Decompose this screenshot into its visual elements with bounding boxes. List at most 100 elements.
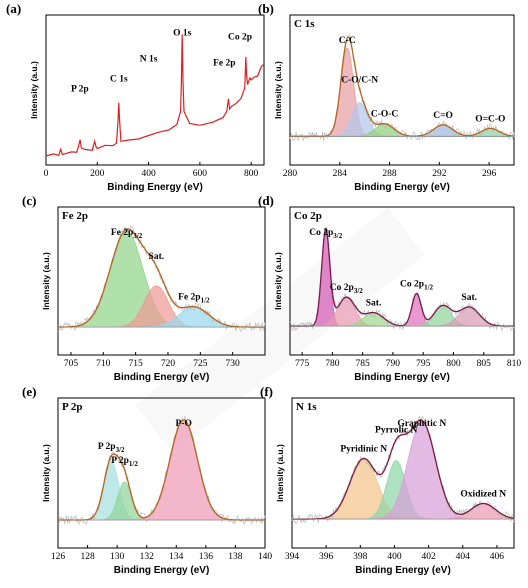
panel-letter: (d) (258, 193, 274, 208)
x-tick-label: 720 (161, 359, 176, 369)
x-tick-label: 402 (421, 552, 436, 562)
panel-title: Fe 2p (62, 210, 88, 222)
component-label: Sat. (366, 299, 382, 309)
component-label: C-O/C-N (341, 75, 378, 85)
component-label: Co 2p3/2 (330, 283, 363, 295)
component-label: O=C-O (475, 114, 505, 124)
plot-frame (57, 206, 266, 356)
y-axis-label: Intensity (a.u.) (273, 252, 283, 310)
component-label: P 2p1/2 (111, 456, 138, 468)
component-label: C=O (433, 111, 453, 121)
component-label: Graphitic N (397, 419, 446, 429)
component-label: Pyridinic N (340, 445, 387, 455)
x-tick-label: 292 (432, 169, 447, 179)
x-tick-label: 400 (387, 552, 402, 562)
x-tick-label: 725 (193, 359, 208, 369)
survey-spectrum-line (45, 34, 265, 157)
x-tick-label: 800 (244, 169, 259, 179)
y-axis-label: Intensity (a.u.) (41, 252, 51, 310)
component-label: Pyrrolic N (375, 426, 417, 436)
component-label: Sat. (149, 252, 165, 262)
x-tick-label: 800 (446, 359, 461, 369)
panel-letter: (f) (260, 384, 273, 399)
x-tick-label: 775 (295, 359, 310, 369)
peak-annotation: Fe 2p (213, 58, 235, 68)
x-tick-label: 132 (140, 552, 155, 562)
component-label: Co 2p3/2 (309, 228, 342, 240)
x-tick-label: 705 (64, 359, 79, 369)
x-tick-label: 296 (482, 169, 497, 179)
x-tick-label: 780 (325, 359, 340, 369)
x-tick-label: 710 (96, 359, 111, 369)
x-tick-label: 134 (169, 552, 184, 562)
component-label: Sat. (461, 293, 477, 303)
x-tick-label: 126 (51, 552, 66, 562)
component-label: C-O-C (371, 110, 399, 120)
peak-annotation: Co 2p (228, 32, 252, 42)
panel-letter: (a) (6, 1, 21, 16)
raw-data-line (57, 416, 266, 526)
component-label: Co 2p1/2 (400, 279, 433, 291)
panel-title: C 1s (294, 18, 315, 30)
x-tick-label: 400 (141, 169, 156, 179)
watermark-band (135, 207, 425, 453)
x-tick-label: 398 (353, 552, 368, 562)
x-tick-label: 136 (199, 552, 214, 562)
y-axis-label: Intensity (a.u.) (273, 61, 283, 119)
x-tick-label: 795 (416, 359, 431, 369)
x-tick-label: 396 (319, 552, 334, 562)
x-tick-label: 140 (258, 552, 273, 562)
x-axis-label: Binding Energy (eV) (114, 565, 210, 576)
envelope-line (58, 228, 265, 328)
plot-frame (57, 397, 266, 549)
panel-b: 280 284 288 292 296 Binding Energy (eV) Intens… (258, 1, 515, 193)
panel-f: 394 396 398 400 402 404 406 Binding Energy (eV)… (260, 384, 515, 576)
x-tick-label: 790 (386, 359, 401, 369)
x-tick-label: 406 (490, 552, 505, 562)
x-tick-label: 730 (226, 359, 241, 369)
plot-frame (291, 397, 515, 549)
panel-d: 775 780 785 790 795 800 805 810 Binding Energy (… (258, 193, 521, 383)
x-tick-label: 138 (228, 552, 243, 562)
y-axis-label: Intensity (a.u.) (41, 444, 51, 502)
component-label: C-C (339, 36, 356, 46)
plot-frame (289, 206, 515, 356)
x-tick-label: 130 (110, 552, 125, 562)
component-label: P 2p3/2 (98, 442, 125, 454)
panel-c: 705 710 715 720 725 730 Binding Energy (eV) Int… (22, 193, 266, 383)
x-tick-label: 128 (80, 552, 95, 562)
envelope-line (292, 419, 515, 520)
envelope-line (290, 227, 514, 327)
plot-frame (45, 14, 265, 166)
panel-title: P 2p (62, 401, 82, 413)
peak-annotation: O 1s (173, 29, 192, 39)
x-tick-label: 284 (333, 169, 348, 179)
x-tick-label: 600 (193, 169, 208, 179)
panel-a: 0 200 400 600 800 Binding Energy (eV) Intensit… (6, 1, 265, 193)
envelope-line (290, 36, 515, 137)
component-label: Fe 2p1/2 (178, 293, 210, 305)
panel-title: Co 2p (294, 210, 322, 222)
x-axis-label: Binding Energy (eV) (107, 182, 203, 193)
component-label: Oxidized N (460, 489, 506, 499)
y-axis-label: Intensity (a.u.) (275, 444, 285, 502)
panel-title: N 1s (296, 401, 317, 413)
watermark-layer (135, 207, 425, 453)
component-label: P-O (175, 419, 191, 429)
panel-e: 126 128 130 132 134 136 138 140 Binding Energy (… (22, 384, 272, 576)
panel-letter: (e) (22, 384, 36, 399)
panel-letter: (c) (22, 193, 36, 208)
peak-annotation: C 1s (110, 75, 128, 85)
plot-frame (289, 14, 515, 166)
peak-annotation: N 1s (140, 55, 158, 65)
x-tick-label: 715 (129, 359, 144, 369)
raw-data-line (289, 34, 515, 142)
x-tick-label: 280 (283, 169, 298, 179)
x-tick-label: 288 (382, 169, 397, 179)
x-axis-label: Binding Energy (eV) (114, 372, 210, 383)
x-tick-label: 785 (356, 359, 371, 369)
x-tick-label: 404 (456, 552, 471, 562)
y-axis-label: Intensity (a.u.) (29, 61, 39, 119)
panel-letter: (b) (258, 1, 274, 16)
